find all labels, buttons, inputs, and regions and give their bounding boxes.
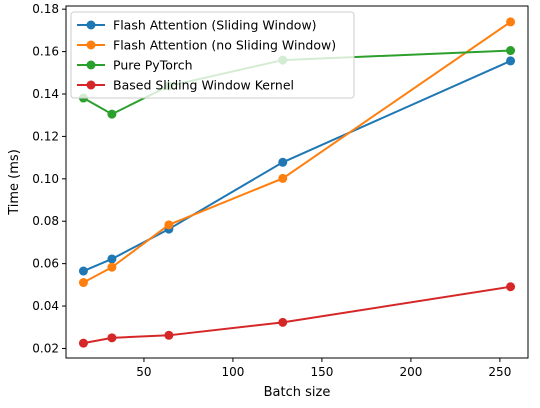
y-tick-label: 0.14 xyxy=(32,87,59,101)
legend-swatch-marker xyxy=(86,40,96,50)
data-point xyxy=(107,109,117,119)
legend-swatch-marker xyxy=(86,20,96,30)
y-tick-label: 0.18 xyxy=(32,2,59,16)
legend-item: Flash Attention (Sliding Window) xyxy=(77,18,317,33)
data-point xyxy=(278,157,288,167)
x-axis-ticks: 50 100 150 200 250 xyxy=(136,358,511,379)
x-tick-label: 100 xyxy=(221,365,244,379)
legend-label: Flash Attention (no Sliding Window) xyxy=(113,38,336,53)
y-tick-label: 0.06 xyxy=(32,257,59,271)
data-point xyxy=(164,330,174,340)
data-point xyxy=(164,220,174,230)
x-tick-label: 200 xyxy=(399,365,422,379)
data-point xyxy=(278,173,288,183)
legend-item: Pure PyTorch xyxy=(77,58,193,73)
y-axis-ticks: 0.02 0.04 0.06 0.08 0.10 0.12 0.14 0.16 0.18 xyxy=(32,2,66,355)
data-point xyxy=(107,333,117,343)
legend: Flash Attention (Sliding Window) Flash At… xyxy=(70,11,355,99)
x-tick-label: 250 xyxy=(488,365,511,379)
x-tick-label: 50 xyxy=(136,365,151,379)
data-point xyxy=(506,56,516,66)
data-point xyxy=(278,317,288,327)
data-point xyxy=(78,266,88,276)
y-tick-label: 0.12 xyxy=(32,129,59,143)
legend-swatch-marker xyxy=(86,60,96,70)
y-tick-label: 0.10 xyxy=(32,172,59,186)
series-3 xyxy=(78,282,516,348)
legend-label: Based Sliding Window Kernel xyxy=(113,78,294,93)
y-tick-label: 0.08 xyxy=(32,214,59,228)
legend-item: Flash Attention (no Sliding Window) xyxy=(77,38,336,53)
data-point xyxy=(506,17,516,27)
x-axis-label: Batch size xyxy=(264,385,331,400)
data-point xyxy=(506,282,516,292)
x-tick-label: 150 xyxy=(310,365,333,379)
y-tick-label: 0.16 xyxy=(32,45,59,59)
legend-box xyxy=(70,11,355,99)
y-tick-label: 0.04 xyxy=(32,299,59,313)
data-point xyxy=(107,254,117,264)
plot-frame xyxy=(65,5,529,359)
data-point xyxy=(506,46,516,56)
y-axis-label: Time (ms) xyxy=(7,149,22,216)
data-point xyxy=(78,278,88,288)
series-1 xyxy=(78,17,516,288)
legend-item: Based Sliding Window Kernel xyxy=(77,78,294,93)
y-tick-label: 0.02 xyxy=(32,341,59,355)
data-point xyxy=(78,338,88,348)
legend-label: Pure PyTorch xyxy=(113,58,193,73)
legend-swatch-marker xyxy=(86,80,96,90)
legend-label: Flash Attention (Sliding Window) xyxy=(113,18,317,33)
data-point xyxy=(107,262,117,272)
